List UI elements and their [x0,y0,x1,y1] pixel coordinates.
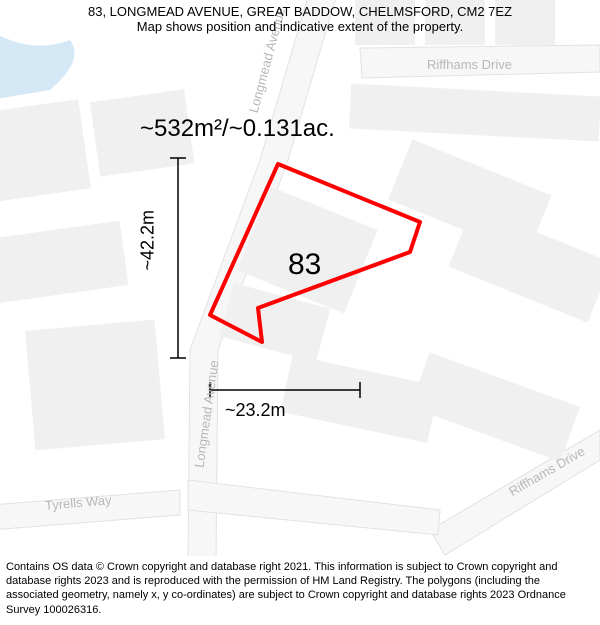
copyright-footer: Contains OS data © Crown copyright and d… [0,556,600,625]
subtitle: Map shows position and indicative extent… [0,19,600,34]
house-number: 83 [288,248,321,282]
height-dimension-label: ~42.2m [138,210,159,271]
road-label-riffhams-1: Riffhams Drive [427,57,512,72]
header: 83, LONGMEAD AVENUE, GREAT BADDOW, CHELM… [0,4,600,34]
address-title: 83, LONGMEAD AVENUE, GREAT BADDOW, CHELM… [0,4,600,19]
water-feature [0,30,75,100]
area-label: ~532m²/~0.131ac. [140,115,335,143]
width-dimension-label: ~23.2m [225,400,286,421]
